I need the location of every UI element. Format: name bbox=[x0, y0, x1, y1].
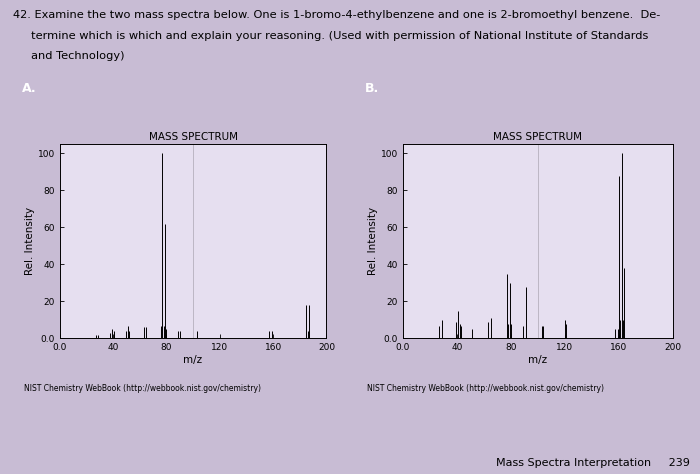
Title: MASS SPECTRUM: MASS SPECTRUM bbox=[494, 132, 582, 142]
Text: and Technology): and Technology) bbox=[13, 51, 124, 61]
Text: NIST Chemistry WebBook (http://webbook.nist.gov/chemistry): NIST Chemistry WebBook (http://webbook.n… bbox=[24, 384, 261, 393]
X-axis label: m/z: m/z bbox=[528, 355, 547, 365]
Title: MASS SPECTRUM: MASS SPECTRUM bbox=[148, 132, 237, 142]
Y-axis label: Rel. Intensity: Rel. Intensity bbox=[25, 207, 35, 275]
Text: Mass Spectra Interpretation     239: Mass Spectra Interpretation 239 bbox=[496, 458, 690, 468]
Y-axis label: Rel. Intensity: Rel. Intensity bbox=[368, 207, 378, 275]
Text: NIST Chemistry WebBook (http://webbook.nist.gov/chemistry): NIST Chemistry WebBook (http://webbook.n… bbox=[367, 384, 604, 393]
Text: B.: B. bbox=[365, 82, 379, 95]
X-axis label: m/z: m/z bbox=[183, 355, 202, 365]
Text: 42. Examine the two mass spectra below. One is 1-bromo-4-ethylbenzene and one is: 42. Examine the two mass spectra below. … bbox=[13, 10, 660, 20]
Text: A.: A. bbox=[22, 82, 37, 95]
Text: termine which is which and explain your reasoning. (Used with permission of Nati: termine which is which and explain your … bbox=[13, 31, 648, 41]
